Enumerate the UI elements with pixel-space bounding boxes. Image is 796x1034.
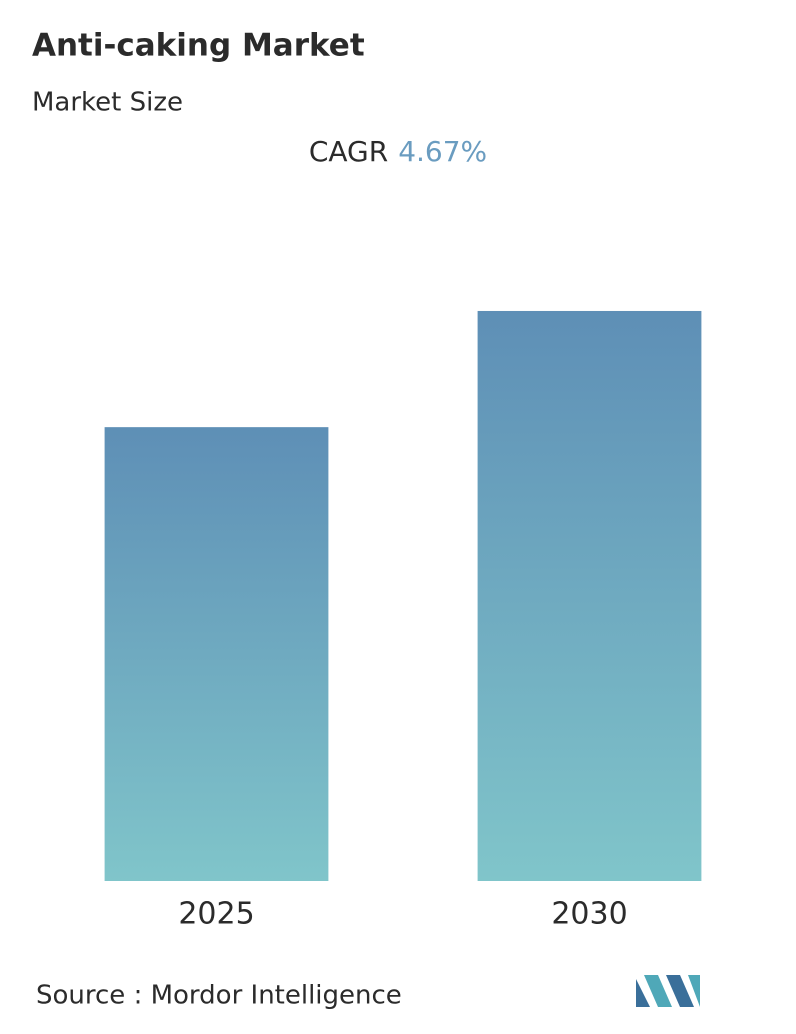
cagr-label: CAGR: [309, 135, 388, 168]
x-tick-label: 2030: [551, 897, 627, 932]
cagr-value: 4.67%: [398, 135, 487, 168]
logo-part: [636, 979, 650, 1007]
logo: [636, 975, 700, 1007]
logo-part: [688, 975, 700, 1007]
chart-title: Anti-caking Market: [32, 28, 365, 64]
chart-subtitle: Market Size: [32, 88, 183, 118]
source: Source : Mordor Intelligence: [36, 981, 402, 1011]
x-tick-label: 2025: [178, 897, 254, 932]
logo-part: [666, 975, 694, 1007]
logo-part: [644, 975, 672, 1007]
bar: [104, 427, 329, 881]
cagr: CAGR 4.67%: [309, 135, 487, 168]
bar: [477, 310, 702, 881]
